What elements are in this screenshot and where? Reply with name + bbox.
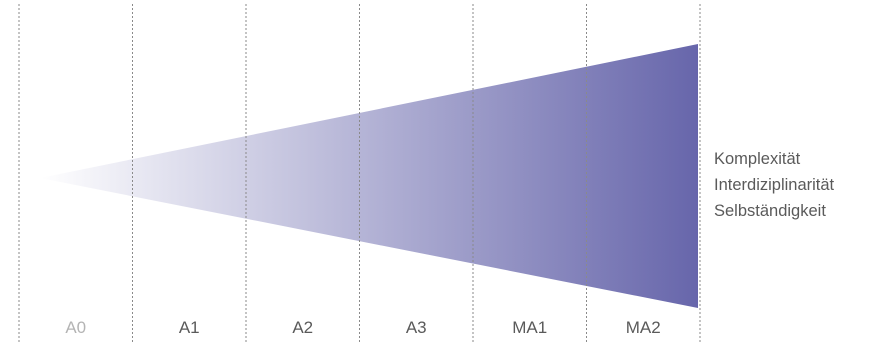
stage-label-a2: A2 (292, 318, 313, 337)
dimension-label: Komplexität (714, 150, 801, 168)
stage-label-a3: A3 (406, 318, 427, 337)
stage-dividers (18, 4, 701, 344)
dimension-label: Interdiziplinarität (714, 176, 835, 194)
stage-label-ma2: MA2 (626, 318, 661, 337)
dimension-label: Selbständigkeit (714, 202, 826, 220)
stage-label-a1: A1 (179, 318, 200, 337)
growth-wedge (40, 44, 698, 308)
stage-label-ma1: MA1 (512, 318, 547, 337)
stage-label-a0: A0 (65, 318, 86, 337)
stage-labels: A0 A1 A2 A3 MA1 MA2 (65, 318, 660, 337)
dimension-list: Komplexität Interdiziplinarität Selbständi… (714, 146, 834, 224)
